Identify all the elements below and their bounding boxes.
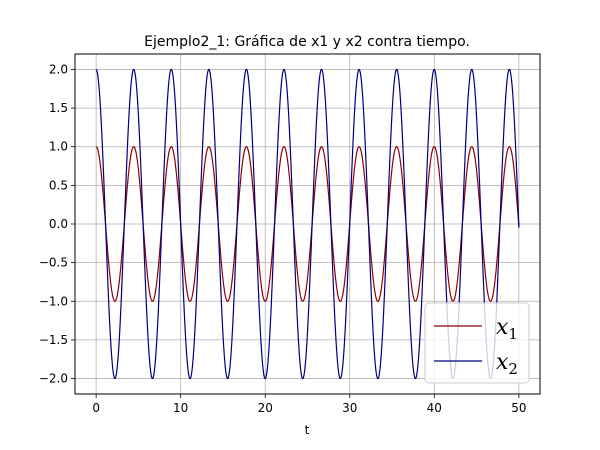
x-tick-label: 50 <box>511 401 526 415</box>
legend-label-x1: x1 <box>496 315 518 343</box>
y-tick-label: −1.5 <box>39 333 68 347</box>
x-tick-label: 40 <box>427 401 442 415</box>
series-line-x1 <box>95 146 520 302</box>
y-tick-label: 0.0 <box>49 217 68 231</box>
x-axis-label: t <box>305 423 310 437</box>
x-tick-label: 0 <box>92 401 100 415</box>
legend-box <box>424 302 530 384</box>
x-tick-label: 30 <box>342 401 357 415</box>
y-tick-label: 1.0 <box>49 140 68 154</box>
y-tick-label: −0.5 <box>39 256 68 270</box>
chart-title: Ejemplo2_1: Gráfica de x1 y x2 contra ti… <box>144 34 470 50</box>
y-tick-label: −1.0 <box>39 294 68 308</box>
y-tick-label: −2.0 <box>39 372 68 386</box>
y-tick-label: 1.5 <box>49 101 68 115</box>
legend-label-x2: x2 <box>496 350 518 378</box>
legend: x1 x2 <box>424 302 530 384</box>
y-tick-label: 2.0 <box>49 62 68 76</box>
y-axis: 2.0 1.5 1.0 0.5 0.0 −0.5 −1.0 −1.5 −2.0 <box>39 62 75 386</box>
x-axis: 0 10 20 30 40 50 <box>92 394 527 415</box>
y-tick-label: 0.5 <box>49 178 68 192</box>
x-tick-label: 10 <box>173 401 188 415</box>
x-tick-label: 20 <box>258 401 273 415</box>
